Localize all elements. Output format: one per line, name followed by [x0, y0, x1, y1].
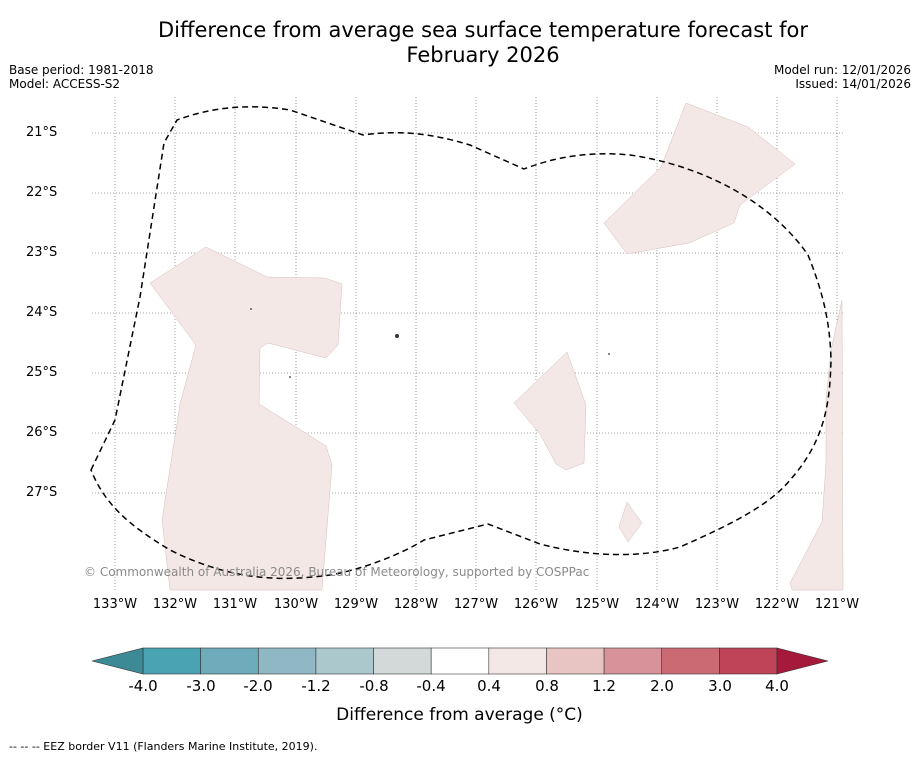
- warm-anomaly-region-south: [618, 501, 643, 543]
- warm-anomaly-region-east: [789, 299, 844, 591]
- colorbar-tick: -0.8: [359, 677, 389, 695]
- map-title: Difference from average sea surface temp…: [0, 18, 919, 68]
- base-period: Base period: 1981-2018: [9, 63, 154, 77]
- island: [250, 308, 252, 310]
- colorbar: [91, 647, 829, 675]
- colorbar-tick: -1.2: [301, 677, 331, 695]
- warm-anomaly-region-northeast: [603, 102, 796, 255]
- colorbar-tick: 1.2: [592, 677, 616, 695]
- lat-label: 23°S: [26, 245, 58, 260]
- colorbar-tick: -4.0: [128, 677, 158, 695]
- lon-label: 122°W: [754, 597, 800, 612]
- copyright-notice: © Commonwealth of Australia 2026, Bureau…: [84, 565, 590, 579]
- colorbar-segment: [546, 647, 605, 675]
- island: [395, 334, 399, 338]
- colorbar-tick: 4.0: [765, 677, 789, 695]
- colorbar-segment: [142, 647, 201, 675]
- colorbar-tick: 2.0: [650, 677, 674, 695]
- lat-label: 21°S: [26, 125, 58, 140]
- colorbar-segment: [373, 647, 432, 675]
- model-run: Model run: 12/01/2026: [773, 63, 911, 77]
- lon-label: 123°W: [694, 597, 740, 612]
- lat-label: 26°S: [26, 425, 58, 440]
- lon-label: 124°W: [634, 597, 680, 612]
- lon-label: 133°W: [92, 597, 138, 612]
- meta-left: Base period: 1981-2018 Model: ACCESS-S2: [9, 63, 154, 91]
- warm-anomaly-region-center: [513, 351, 587, 471]
- lon-label: 125°W: [574, 597, 620, 612]
- colorbar-segment: [257, 647, 317, 675]
- lon-label: 127°W: [453, 597, 499, 612]
- colorbar-segment: [661, 647, 720, 675]
- lon-label: 132°W: [152, 597, 198, 612]
- lat-label: 24°S: [26, 305, 58, 320]
- colorbar-tick: 0.4: [477, 677, 501, 695]
- colorbar-tick: -3.0: [186, 677, 216, 695]
- lat-label: 25°S: [26, 365, 58, 380]
- warm-anomaly-region-west: [149, 246, 343, 591]
- lat-label: 27°S: [26, 485, 58, 500]
- anomaly-shading: [149, 102, 844, 591]
- eez-legend: -- -- -- EEZ border V11 (Flanders Marine…: [9, 740, 318, 753]
- island: [608, 353, 610, 355]
- meta-right: Model run: 12/01/2026 Issued: 14/01/2026: [774, 63, 911, 91]
- colorbar-tick: 0.8: [535, 677, 559, 695]
- lon-label: 121°W: [814, 597, 860, 612]
- island: [289, 376, 291, 378]
- colorbar-segment: [430, 647, 490, 675]
- lon-label: 126°W: [513, 597, 559, 612]
- colorbar-segment: [603, 647, 663, 675]
- colorbar-tick: -0.4: [416, 677, 446, 695]
- colorbar-tick: 3.0: [708, 677, 732, 695]
- colorbar-segment: [719, 647, 778, 675]
- colorbar-segment: [200, 647, 259, 675]
- lon-label: 130°W: [273, 597, 319, 612]
- issued-date: Issued: 14/01/2026: [795, 77, 911, 91]
- colorbar-segment: [488, 647, 547, 675]
- map-title-line2: February 2026: [406, 43, 560, 67]
- lon-label: 129°W: [333, 597, 379, 612]
- lon-label: 128°W: [393, 597, 439, 612]
- islands: [250, 308, 610, 378]
- model-name: Model: ACCESS-S2: [9, 77, 121, 91]
- lat-label: 22°S: [26, 185, 58, 200]
- map-title-line1: Difference from average sea surface temp…: [158, 18, 808, 42]
- colorbar-tick: -2.0: [243, 677, 273, 695]
- colorbar-segment: [315, 647, 374, 675]
- colorbar-extend-high: [776, 647, 829, 675]
- lon-label: 131°W: [212, 597, 258, 612]
- colorbar-title: Difference from average (°C): [336, 705, 583, 725]
- colorbar-extend-low: [91, 647, 144, 675]
